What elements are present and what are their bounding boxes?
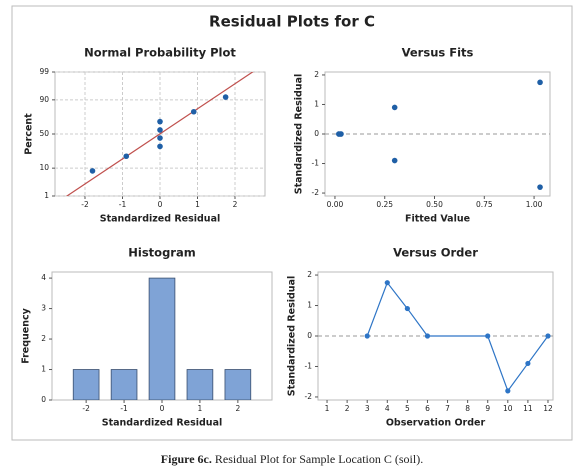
x-axis-label: Observation Order [386,418,486,429]
y-tick-label: 1 [41,365,46,374]
x-axis-label: Standardized Residual [102,418,223,429]
caption-label: Figure 6c. [161,452,212,466]
panel-title: Versus Order [393,246,478,260]
y-tick-label: 2 [307,270,312,279]
panel-title: Normal Probability Plot [84,46,236,60]
point [424,333,431,339]
y-tick-label: 2 [314,70,319,79]
x-tick-label: 2 [345,404,350,413]
fit-line [65,72,254,196]
point [222,94,229,100]
point [404,305,410,312]
point [391,104,398,111]
point [157,135,163,141]
y-axis-label: Percent [24,113,35,155]
bar [224,369,252,400]
x-tick-label: 5 [405,404,410,413]
x-axis-label: Fitted Value [405,214,470,225]
point [485,333,491,339]
panel-title: Versus Fits [402,46,474,60]
bar [72,369,100,400]
y-tick-label: -2 [312,188,320,197]
bar [110,369,138,400]
x-tick-label: 1 [195,200,200,209]
y-axis-label: Frequency [21,307,32,363]
point [364,333,370,339]
point [391,157,398,164]
point [525,360,531,367]
y-tick-label: 1 [44,191,49,200]
point [537,184,543,190]
y-axis-label: Standardized Residual [294,74,305,195]
x-tick-label: 2 [233,200,238,209]
x-tick-label: 4 [385,404,390,413]
caption-text: Residual Plot for Sample Location C (soi… [215,452,423,466]
panel-title: Histogram [128,246,195,260]
figure-title: Residual Plots for C [209,13,375,31]
x-tick-label: 11 [523,404,533,413]
y-tick-label: -2 [305,392,313,401]
x-tick-label: 8 [465,404,470,413]
point [545,333,551,339]
x-tick-label: -2 [82,404,90,413]
point [537,79,543,86]
plot-content [318,280,553,394]
y-tick-label: -1 [305,361,313,370]
bar [186,369,214,400]
x-tick-label: 0.25 [376,200,393,209]
y-tick-label: 0 [314,129,319,138]
y-tick-label: -1 [312,159,320,168]
x-tick-label: 1.00 [526,200,543,209]
x-tick-label: 3 [365,404,370,413]
y-tick-label: 4 [41,273,46,282]
y-tick-label: 10 [39,163,49,172]
point [157,118,163,125]
x-tick-label: 6 [425,404,430,413]
y-tick-label: 99 [39,67,49,76]
y-tick-label: 2 [41,334,46,343]
x-tick-label: -1 [119,200,127,209]
x-tick-label: 12 [543,404,553,413]
point [336,131,342,137]
x-tick-label: 10 [503,404,513,413]
point [157,127,163,133]
x-tick-label: 0.75 [476,200,493,209]
x-tick-label: 0 [158,200,163,209]
y-tick-label: 1 [314,99,319,108]
point [505,388,511,394]
x-tick-label: 1 [325,404,330,413]
bar [148,277,176,400]
point [123,153,130,160]
y-tick-label: 90 [39,95,49,104]
point [190,108,197,115]
line [366,281,549,393]
x-tick-label: 1 [198,404,203,413]
plot-content [325,79,550,190]
y-tick-label: 3 [41,304,46,313]
x-tick-label: 0 [160,404,165,413]
x-tick-label: 0.50 [426,200,443,209]
x-axis-label: Standardized Residual [100,214,221,225]
x-tick-label: -2 [81,200,89,209]
point [89,168,96,174]
x-tick-label: 7 [445,404,450,413]
point [157,143,163,150]
y-tick-label: 1 [307,301,312,310]
y-axis-label: Standardized Residual [287,276,298,397]
y-tick-label: 0 [41,395,46,404]
x-tick-label: -1 [120,404,128,413]
y-tick-label: 50 [39,129,49,138]
plot-content [72,277,252,400]
x-tick-label: 2 [235,404,240,413]
y-tick-label: 0 [307,331,312,340]
plot-content [65,72,254,196]
caption: Figure 6c. Residual Plot for Sample Loca… [161,452,423,466]
x-tick-label: 9 [485,404,490,413]
point [384,280,390,286]
x-tick-label: 0.00 [327,200,344,209]
